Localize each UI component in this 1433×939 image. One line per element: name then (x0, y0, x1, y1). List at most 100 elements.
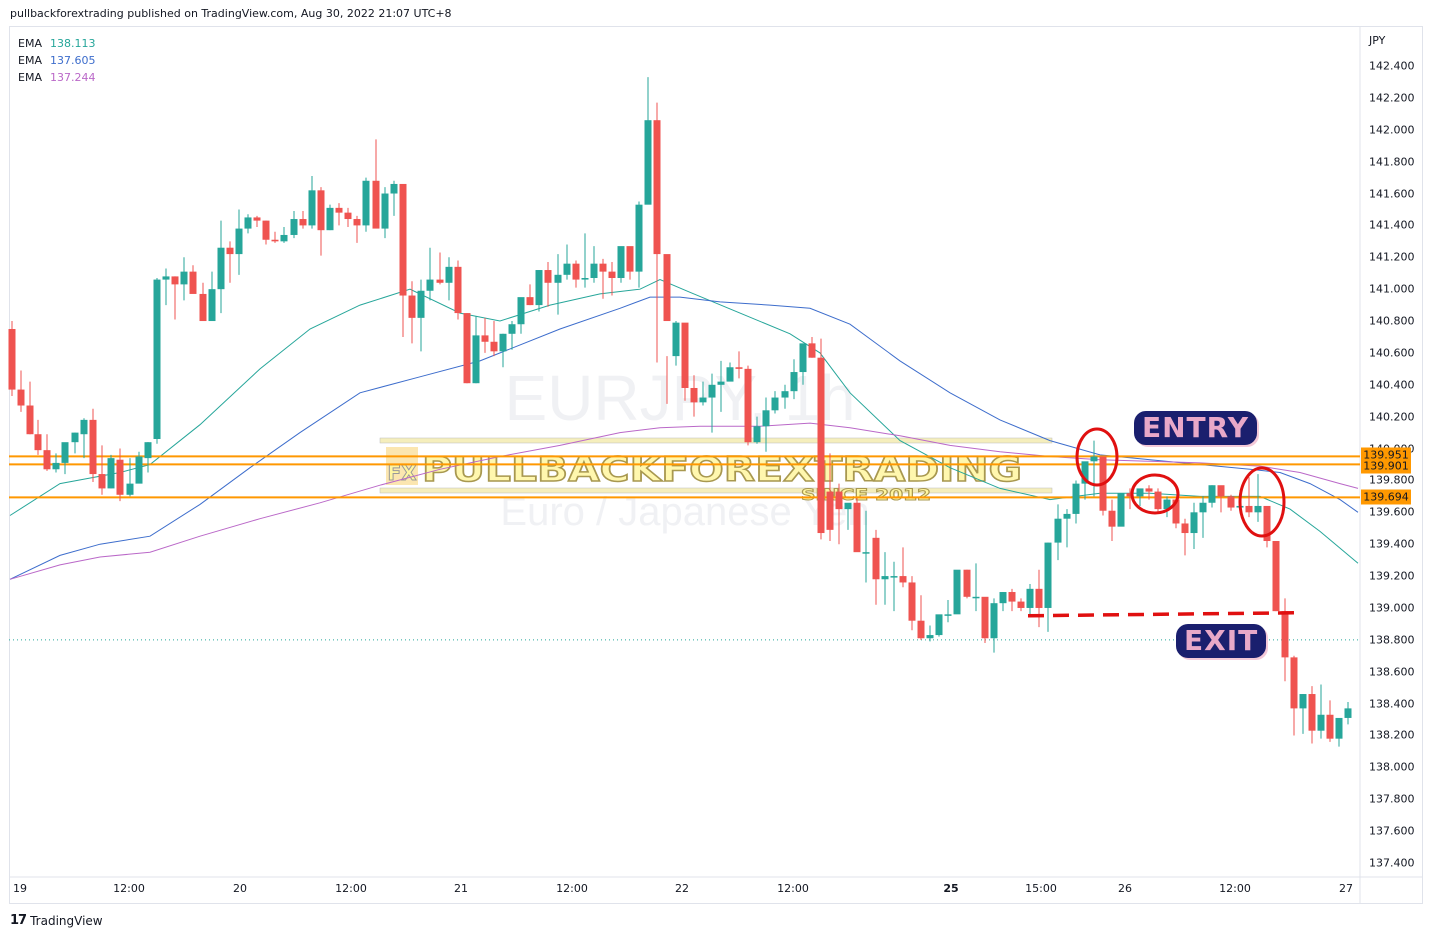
candle-body[interactable] (481, 335, 489, 342)
candle-body[interactable] (681, 322, 689, 388)
candle-body[interactable] (189, 271, 197, 294)
candle-body[interactable] (1263, 505, 1271, 542)
candle-body[interactable] (926, 635, 934, 639)
candle-body[interactable] (1254, 505, 1262, 513)
candle-body[interactable] (708, 384, 716, 398)
candle-body[interactable] (781, 391, 789, 398)
candle-body[interactable] (590, 263, 598, 279)
candle-body[interactable] (508, 324, 516, 334)
candle-body[interactable] (463, 313, 471, 384)
candle-body[interactable] (617, 246, 625, 279)
candle-body[interactable] (217, 247, 225, 290)
candle-body[interactable] (61, 442, 69, 463)
candle-body[interactable] (972, 596, 980, 599)
candle-body[interactable] (153, 279, 161, 439)
candle-body[interactable] (71, 432, 79, 443)
candle-body[interactable] (1308, 694, 1316, 731)
candle-body[interactable] (890, 576, 898, 578)
candle-body[interactable] (199, 293, 207, 322)
candle-body[interactable] (180, 271, 188, 285)
candle-body[interactable] (1017, 601, 1025, 608)
candle-body[interactable] (644, 120, 652, 205)
candle-body[interactable] (1054, 518, 1062, 543)
candle-body[interactable] (372, 180, 380, 229)
candle-body[interactable] (362, 180, 370, 226)
candle-body[interactable] (171, 276, 179, 285)
candle-body[interactable] (1117, 493, 1125, 527)
candle-body[interactable] (1335, 717, 1343, 739)
candle-body[interactable] (753, 426, 761, 443)
candle-body[interactable] (244, 217, 252, 229)
candle-body[interactable] (735, 367, 743, 369)
candle-body[interactable] (1035, 588, 1043, 608)
candle-body[interactable] (908, 582, 916, 621)
candle-body[interactable] (790, 372, 798, 392)
candle-body[interactable] (208, 289, 216, 322)
candle-body[interactable] (408, 295, 416, 318)
candle-body[interactable] (1217, 485, 1225, 497)
candle-body[interactable] (726, 367, 734, 382)
candle-body[interactable] (1126, 493, 1134, 497)
candle-body[interactable] (472, 335, 480, 384)
candle-body[interactable] (1208, 485, 1216, 503)
candle-body[interactable] (599, 263, 607, 272)
candle-body[interactable] (817, 357, 825, 534)
candle-body[interactable] (999, 592, 1007, 604)
candle-body[interactable] (271, 239, 279, 242)
candle-body[interactable] (572, 263, 580, 280)
candle-body[interactable] (353, 219, 361, 226)
candle-body[interactable] (390, 183, 398, 194)
candle-body[interactable] (1199, 502, 1207, 513)
candle-body[interactable] (835, 491, 843, 510)
candle-body[interactable] (43, 450, 51, 470)
candle-body[interactable] (80, 419, 88, 435)
candle-body[interactable] (399, 183, 407, 296)
candle-body[interactable] (417, 290, 425, 318)
candle-body[interactable] (126, 483, 134, 495)
candle-body[interactable] (1044, 542, 1052, 608)
candle-body[interactable] (344, 212, 352, 220)
candle-body[interactable] (426, 279, 434, 291)
candle-body[interactable] (235, 228, 243, 255)
candle-body[interactable] (872, 537, 880, 580)
candle-body[interactable] (826, 491, 834, 530)
ema-line-1[interactable] (9, 279, 1359, 564)
candle-body[interactable] (253, 217, 261, 221)
candle-body[interactable] (1145, 488, 1153, 492)
candle-body[interactable] (8, 329, 16, 390)
candle-body[interactable] (1272, 541, 1280, 612)
candle-body[interactable] (517, 297, 525, 325)
candle-body[interactable] (935, 614, 943, 636)
candle-body[interactable] (98, 474, 106, 489)
candle-body[interactable] (335, 207, 343, 213)
candle-body[interactable] (1163, 499, 1171, 510)
candle-body[interactable] (953, 569, 961, 615)
candle-body[interactable] (762, 410, 770, 427)
candle-body[interactable] (454, 266, 462, 314)
candle-body[interactable] (663, 254, 671, 322)
candle-body[interactable] (1008, 592, 1016, 602)
candle-body[interactable] (771, 397, 779, 411)
candle-body[interactable] (1026, 588, 1034, 608)
candle-body[interactable] (1108, 510, 1116, 527)
candle-body[interactable] (17, 389, 25, 406)
candle-body[interactable] (626, 246, 634, 272)
candle-body[interactable] (535, 270, 543, 306)
candle-body[interactable] (299, 219, 307, 226)
candle-body[interactable] (672, 322, 680, 357)
candle-body[interactable] (944, 614, 952, 616)
candle-body[interactable] (963, 569, 971, 597)
candle-body[interactable] (135, 456, 143, 484)
candle-body[interactable] (1344, 708, 1352, 718)
candle-body[interactable] (799, 343, 807, 373)
candle-body[interactable] (290, 219, 298, 235)
candle-body[interactable] (981, 596, 989, 639)
candle-body[interactable] (917, 620, 925, 639)
candle-body[interactable] (226, 247, 234, 255)
candle-body[interactable] (699, 397, 707, 403)
candle-body[interactable] (554, 274, 562, 283)
candle-body[interactable] (445, 266, 453, 283)
legend-ema-1[interactable]: EMA 138.113 (18, 37, 96, 50)
candle-body[interactable] (1317, 714, 1325, 731)
